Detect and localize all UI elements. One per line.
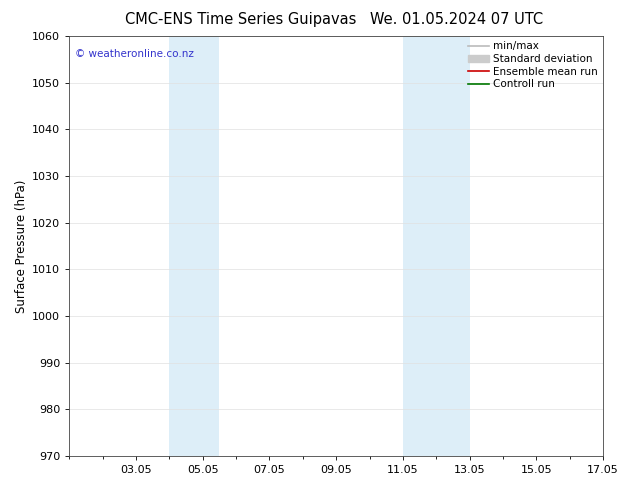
Bar: [169, 36, 219, 456]
Text: © weatheronline.co.nz: © weatheronline.co.nz: [75, 49, 193, 59]
Text: CMC-ENS Time Series Guipavas: CMC-ENS Time Series Guipavas: [126, 12, 356, 27]
Legend: min/max, Standard deviation, Ensemble mean run, Controll run: min/max, Standard deviation, Ensemble me…: [466, 39, 600, 91]
Bar: [403, 36, 470, 456]
Y-axis label: Surface Pressure (hPa): Surface Pressure (hPa): [15, 179, 28, 313]
Text: We. 01.05.2024 07 UTC: We. 01.05.2024 07 UTC: [370, 12, 543, 27]
